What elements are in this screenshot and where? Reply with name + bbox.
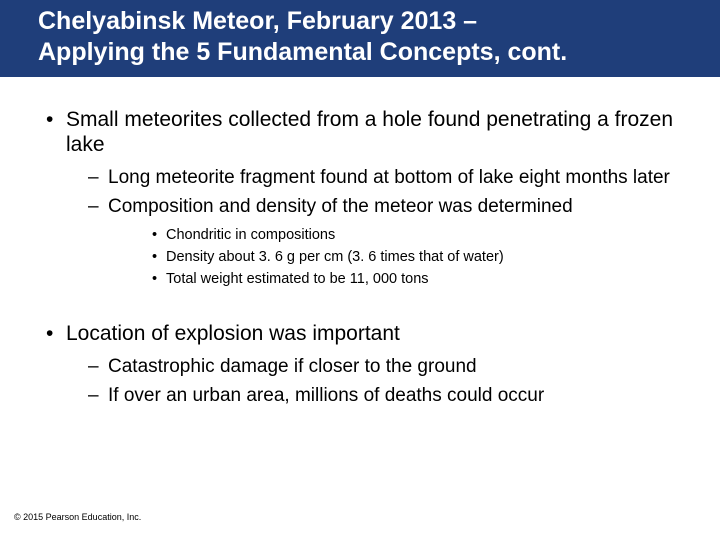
bullet-lvl3: Total weight estimated to be 11, 000 ton…	[108, 270, 680, 289]
bullet-text: Total weight estimated to be 11, 000 ton…	[166, 271, 429, 287]
bullet-lvl2: If over an urban area, millions of death…	[66, 385, 680, 408]
slide-content: Small meteorites collected from a hole f…	[0, 77, 720, 408]
bullet-list: Small meteorites collected from a hole f…	[40, 107, 680, 290]
bullet-text: Composition and density of the meteor wa…	[108, 196, 573, 217]
bullet-lvl2: Composition and density of the meteor wa…	[66, 196, 680, 289]
bullet-lvl3: Density about 3. 6 g per cm (3. 6 times …	[108, 248, 680, 267]
title-bar: Chelyabinsk Meteor, February 2013 – Appl…	[0, 0, 720, 77]
bullet-text: Density about 3. 6 g per cm (3. 6 times …	[166, 249, 504, 265]
bullet-list-lvl2: Catastrophic damage if closer to the gro…	[66, 356, 680, 408]
bullet-list-lvl3: Chondritic in compositions Density about…	[108, 226, 680, 289]
spacer	[40, 295, 680, 321]
bullet-text: If over an urban area, millions of death…	[108, 385, 544, 406]
slide-title: Chelyabinsk Meteor, February 2013 – Appl…	[0, 6, 720, 69]
bullet-text: Location of explosion was important	[66, 322, 400, 345]
title-line-1: Chelyabinsk Meteor, February 2013 –	[38, 7, 477, 35]
bullet-lvl2: Catastrophic damage if closer to the gro…	[66, 356, 680, 379]
bullet-lvl2: Long meteorite fragment found at bottom …	[66, 167, 680, 190]
title-line-2: Applying the 5 Fundamental Concepts, con…	[38, 38, 567, 66]
bullet-list-lvl2: Long meteorite fragment found at bottom …	[66, 167, 680, 289]
bullet-lvl1: Small meteorites collected from a hole f…	[40, 107, 680, 290]
bullet-lvl3: Chondritic in compositions	[108, 226, 680, 245]
bullet-text: Chondritic in compositions	[166, 227, 335, 243]
bullet-text: Long meteorite fragment found at bottom …	[108, 167, 670, 188]
bullet-text: Small meteorites collected from a hole f…	[66, 108, 673, 156]
bullet-list: Location of explosion was important Cata…	[40, 321, 680, 408]
bullet-text: Catastrophic damage if closer to the gro…	[108, 356, 477, 377]
bullet-lvl1: Location of explosion was important Cata…	[40, 321, 680, 408]
copyright-footer: © 2015 Pearson Education, Inc.	[14, 512, 141, 522]
